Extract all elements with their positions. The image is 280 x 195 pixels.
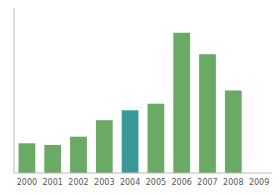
bars (19, 33, 242, 173)
x-tick-label: 2009 (249, 178, 269, 187)
chart-container: 2000 2001 2002 2003 2004 2005 2006 2007 2008 2009 (0, 0, 280, 195)
x-tick-label: 2005 (146, 178, 166, 187)
bar (122, 110, 139, 173)
bar (199, 54, 216, 173)
x-tick-label: 2004 (120, 178, 140, 187)
x-tick-label: 2002 (68, 178, 88, 187)
bar (44, 145, 61, 173)
x-tick-label: 2000 (17, 178, 37, 187)
x-tick-label: 2001 (43, 178, 63, 187)
y-axis-line (14, 8, 15, 173)
bar (96, 120, 113, 173)
bar (173, 33, 190, 173)
x-tick-label: 2007 (197, 178, 217, 187)
x-tick-label: 2006 (172, 178, 192, 187)
x-tick-label: 2003 (94, 178, 114, 187)
x-axis-line (14, 173, 272, 174)
bar (225, 91, 242, 174)
bar (70, 137, 87, 173)
bar (148, 104, 165, 173)
chart: 2000 2001 2002 2003 2004 2005 2006 2007 2008 2009 (0, 0, 280, 195)
x-tick-label: 2008 (223, 178, 243, 187)
bar (19, 143, 36, 173)
